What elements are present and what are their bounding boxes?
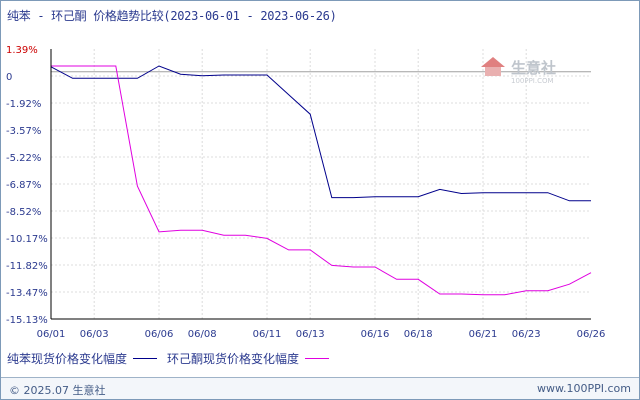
y-tick-label: -15.13% [6,315,48,326]
x-tick-label: 06/13 [296,329,325,340]
legend-item-series-1: 纯苯现货价格变化幅度 [7,350,158,367]
legend-swatch-series-1 [133,358,158,359]
footer: © 2025.07 生意社 www.100PPI.com [1,377,639,399]
x-tick-label: 06/01 [37,329,66,340]
y-tick-label: -3.57% [6,126,41,137]
logo-house-icon [485,67,501,76]
chart-title: 纯苯 - 环己酮 价格趋势比较(2023-06-01 - 2023-06-26) [7,9,337,23]
y-tick-label: -11.82% [6,261,48,272]
logo-roof-icon [481,57,505,67]
y-tick-label: 1.39% [6,45,38,56]
legend-label-series-2: 环己酮现货价格变化幅度 [167,352,300,366]
x-tick-label: 06/08 [188,329,217,340]
y-tick-label: -8.52% [6,207,41,218]
y-tick-label: -10.17% [6,234,48,245]
x-tick-label: 06/21 [469,329,498,340]
y-tick-label: -1.92% [6,99,41,110]
site-link[interactable]: www.100PPI.com [537,382,631,395]
y-tick-label: 0 [6,72,12,83]
x-tick-label: 06/26 [577,329,606,340]
series-line-1 [50,65,591,202]
x-tick-label: 06/06 [145,329,174,340]
series-line-2 [51,65,592,296]
line-chart: 1.39% 0 -1.92% -3.57% -5.22% -6.87% -8.52% -10.… [6,45,606,340]
x-tick-label: 06/23 [512,329,541,340]
legend: 纯苯现货价格变化幅度 环己酮现货价格变化幅度 [7,350,339,367]
watermark-url: 100PPI.COM [511,77,554,85]
y-tick-label: -6.87% [6,180,41,191]
y-tick-label: -13.47% [6,288,48,299]
x-tick-label: 06/18 [404,329,433,340]
x-tick-label: 06/11 [253,329,282,340]
x-tick-label: 06/16 [361,329,390,340]
legend-swatch-series-2 [305,358,330,359]
legend-label-series-1: 纯苯现货价格变化幅度 [7,352,128,366]
x-tick-label: 06/03 [80,329,109,340]
watermark-name: 生意社 [511,59,556,77]
y-tick-label: -5.22% [6,153,41,164]
copyright-text: © 2025.07 生意社 [9,384,106,397]
legend-item-series-2: 环己酮现货价格变化幅度 [167,350,330,367]
